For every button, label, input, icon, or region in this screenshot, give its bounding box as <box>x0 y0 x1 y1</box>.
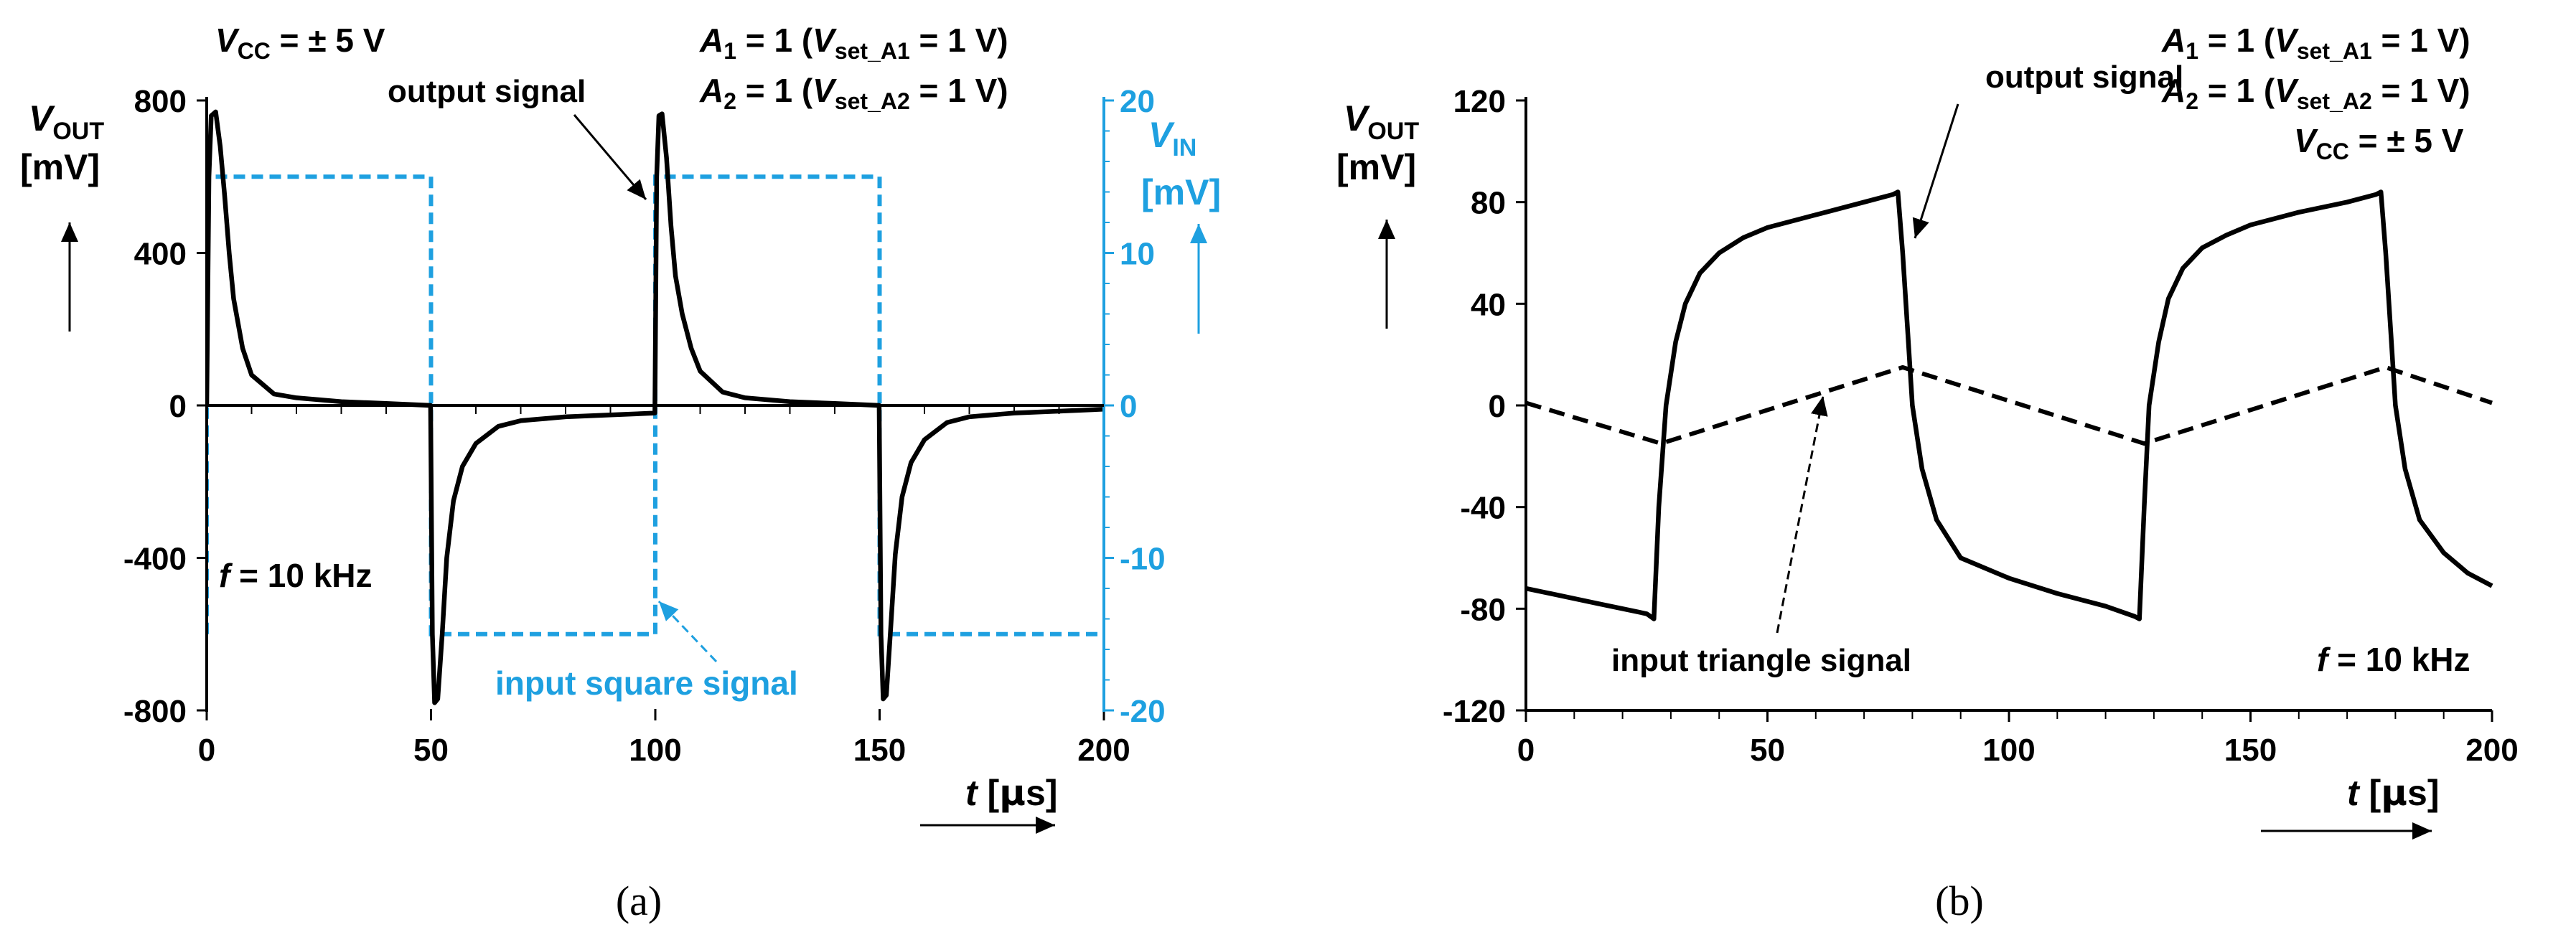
x-tick-label: 200 <box>2465 733 2518 768</box>
annotation-input-label: input square signal <box>495 664 798 702</box>
panel-label-b: (b) <box>1935 878 1984 924</box>
y-tick-label: 800 <box>134 84 187 119</box>
y2-axis-unit: [mV] <box>1141 172 1221 212</box>
chart-panel-a: -800 -400 0 400 800 -20 -10 0 10 20 0 50 100 150 200… <box>20 22 1221 924</box>
y-axis-label: VOUT <box>1344 98 1419 145</box>
annotation-output-label: output signal <box>388 74 586 109</box>
annotation-a2: A2 = 1 (Vset_A2 = 1 V) <box>2161 72 2470 114</box>
y-axis-unit: [mV] <box>1336 147 1416 187</box>
annotation-vcc: VCC = ± 5 V <box>215 22 385 64</box>
annotation-input-arrow <box>1776 395 1828 634</box>
y2-axis-label: VIN <box>1148 115 1196 161</box>
x-axis-label: t [μs] <box>2347 772 2439 814</box>
y2-tick-label: -20 <box>1120 694 1166 729</box>
annotation-output-arrow <box>573 114 647 200</box>
y-axis-unit: [mV] <box>20 147 100 187</box>
x-tick-label: 200 <box>1077 733 1130 768</box>
y-tick-label: 0 <box>169 389 187 424</box>
y-tick-label: 400 <box>134 237 187 272</box>
y2-tick-label: 0 <box>1120 389 1137 424</box>
x-tick-label: 0 <box>1517 733 1535 768</box>
x-tick-label: 150 <box>2224 733 2277 768</box>
y-tick-label: -80 <box>1460 592 1506 627</box>
annotation-a1: A1 = 1 (Vset_A1 = 1 V) <box>2161 22 2470 64</box>
annotation-a1: A1 = 1 (Vset_A1 = 1 V) <box>699 22 1008 64</box>
x-axis-ticks: 0 50 100 150 200 <box>1517 710 2519 768</box>
x-tick-label: 100 <box>1982 733 2035 768</box>
x-axis-label: t [μs] <box>965 772 1057 814</box>
series-output-signal <box>1526 189 2493 621</box>
y-tick-label: -800 <box>123 694 187 729</box>
y-axis-right-ticks: -20 -10 0 10 20 <box>1104 84 1166 729</box>
x-tick-label: 150 <box>853 733 906 768</box>
annotation-freq: f = 10 kHz <box>2317 641 2470 678</box>
annotation-input-label: input triangle signal <box>1611 643 1911 678</box>
annotation-output-arrow <box>1912 103 1959 239</box>
x-tick-label: 100 <box>629 733 681 768</box>
panel-label-a: (a) <box>616 878 662 924</box>
chart-panel-b: -120 -80 -40 0 40 80 120 0 50 100 150 200 VOUT [mV… <box>1336 22 2519 924</box>
y-tick-label: 80 <box>1471 186 1506 221</box>
y2-tick-label: 10 <box>1120 237 1155 272</box>
x-tick-label: 50 <box>1750 733 1785 768</box>
annotation-input-arrow <box>657 600 718 663</box>
y-tick-label: 40 <box>1471 287 1506 322</box>
y2-tick-label: -10 <box>1120 542 1166 577</box>
annotation-output-label: output signal <box>1985 60 2183 95</box>
annotation-a2: A2 = 1 (Vset_A2 = 1 V) <box>699 72 1008 114</box>
y-axis-left-ticks: -800 -400 0 400 800 <box>123 84 207 729</box>
y-tick-label: 0 <box>1489 389 1506 424</box>
series-input-triangle-signal <box>1526 365 2493 446</box>
y2-tick-label: 20 <box>1120 84 1155 119</box>
series-output-signal <box>207 109 1104 705</box>
y-tick-label: -120 <box>1443 694 1506 729</box>
y-tick-label: 120 <box>1453 84 1506 119</box>
annotation-freq: f = 10 kHz <box>219 557 373 594</box>
y-axis-label: VOUT <box>29 98 104 145</box>
annotation-vcc: VCC = ± 5 V <box>2294 122 2464 164</box>
y-tick-label: -400 <box>123 542 187 577</box>
y-axis-ticks: -120 -80 -40 0 40 80 120 <box>1443 84 1526 729</box>
x-tick-label: 0 <box>198 733 215 768</box>
x-tick-label: 50 <box>413 733 449 768</box>
y-tick-label: -40 <box>1460 491 1506 526</box>
x-axis-ticks: 0 50 100 150 200 <box>198 405 1130 768</box>
